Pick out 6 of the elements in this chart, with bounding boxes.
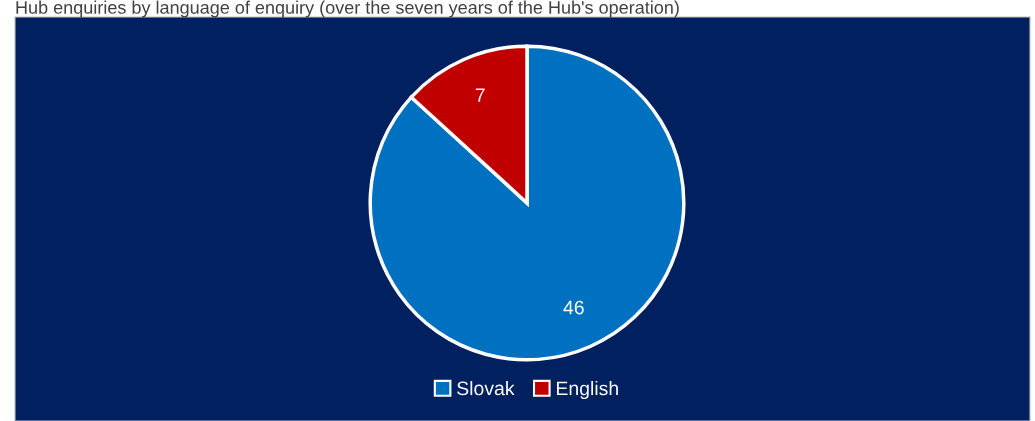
legend-label: English: [557, 380, 618, 400]
chart-title: Hub enquiries by language of enquiry (over the seven years of the Hub's operation): [16, 0, 679, 18]
data-label: 46: [563, 300, 584, 315]
legend-label: Slovak: [457, 380, 515, 396]
data-label: 7: [475, 88, 485, 102]
pie-slice: [368, 44, 686, 362]
